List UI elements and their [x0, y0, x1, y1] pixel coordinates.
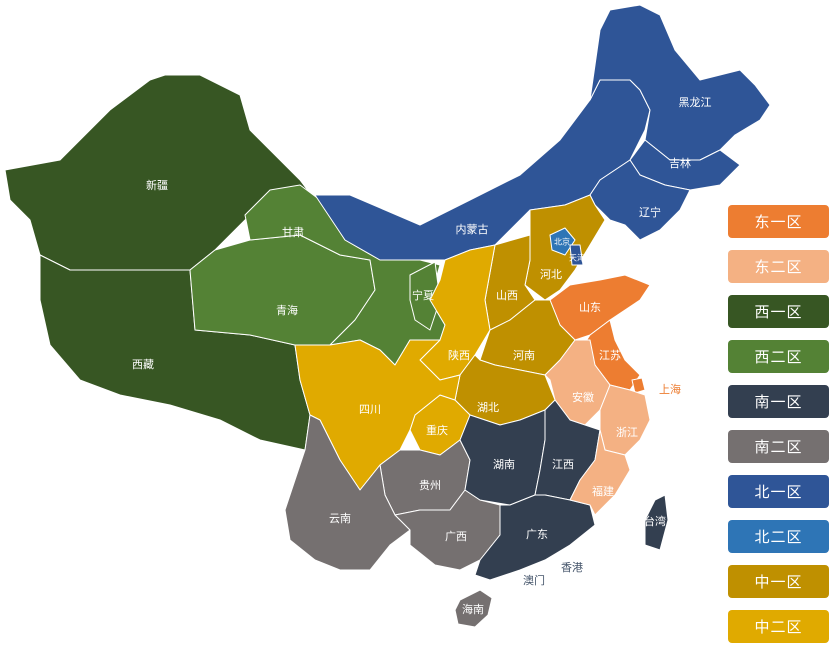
province-heilongjiang[interactable] [589, 4, 771, 161]
province-hainan[interactable] [454, 589, 493, 628]
legend-central-2[interactable]: 中二区 [728, 610, 829, 643]
province-ningxia[interactable] [409, 261, 441, 331]
legend-east-2[interactable]: 东二区 [728, 250, 829, 283]
legend-west-2[interactable]: 西二区 [728, 340, 829, 373]
legend-north-2[interactable]: 北二区 [728, 520, 829, 553]
region-label-hongkong: 香港 [561, 561, 583, 574]
province-taiwan[interactable] [644, 494, 669, 551]
region-label-macau: 澳门 [523, 573, 545, 587]
province-hunan[interactable] [459, 409, 546, 506]
legend-south-1[interactable]: 南一区 [728, 385, 829, 418]
legend-east-1[interactable]: 东一区 [728, 205, 829, 238]
legend-central-1[interactable]: 中一区 [728, 565, 829, 598]
province-zhejiang[interactable] [599, 384, 651, 456]
legend-north-1[interactable]: 北一区 [728, 475, 829, 508]
province-tianjin[interactable] [569, 244, 584, 266]
legend-west-1[interactable]: 西一区 [728, 295, 829, 328]
province-neimenggu[interactable] [314, 79, 651, 261]
legend-south-2[interactable]: 南二区 [728, 430, 829, 463]
province-label-shanghai: 上海 [659, 382, 681, 396]
province-fujian[interactable] [569, 429, 631, 516]
province-guangdong[interactable] [474, 494, 596, 581]
zone-legend: 东一区 东二区 西一区 西二区 南一区 南二区 北一区 北二区 中一区 中二区 [728, 205, 829, 655]
province-shanghai[interactable] [631, 377, 646, 394]
